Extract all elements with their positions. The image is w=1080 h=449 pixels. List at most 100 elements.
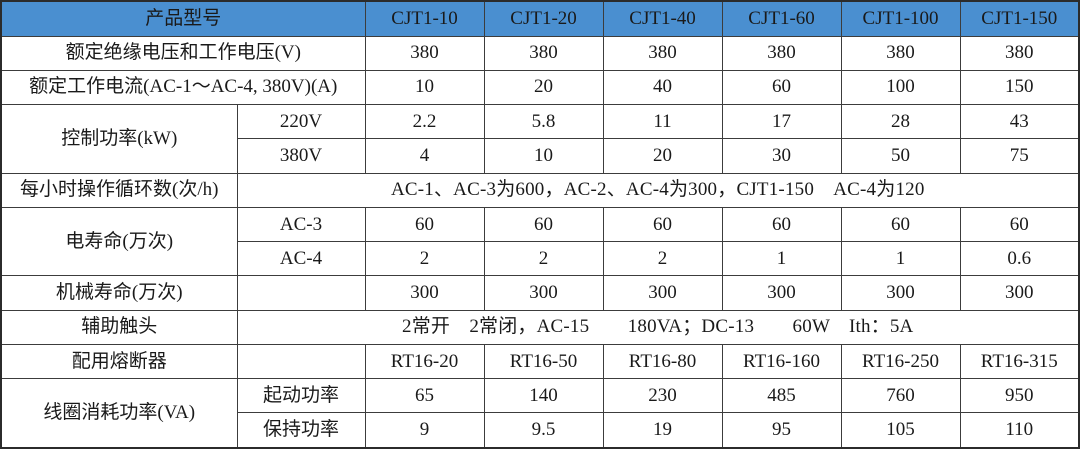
- table-row-mechanical-life: 机械寿命(万次) 300 300 300 300 300 300: [0, 275, 1080, 311]
- row-label-control-power: 控制功率(kW): [0, 104, 238, 174]
- cell-mechanical-life-5: 300: [959, 275, 1080, 311]
- cell-rated-voltage-5: 380: [959, 35, 1080, 71]
- table-row-coil-power-starting: 线圈消耗功率(VA) 起动功率 65 140 230 485 760 950: [0, 378, 1080, 449]
- cell-coil-power-starting-5: 950: [959, 378, 1080, 414]
- cell-mechanical-life-4: 300: [840, 275, 961, 311]
- cell-control-power-220v-4: 28: [840, 104, 961, 140]
- cell-control-power-220v-3: 17: [721, 104, 842, 140]
- table-row-auxiliary-contacts: 辅助触头 2常开 2常闭，AC-15 180VA；DC-13 60W Ith：5…: [0, 309, 1080, 345]
- cell-rated-voltage-0: 380: [364, 35, 485, 71]
- table-row-coil-power-holding: 保持功率 9 9.5 19 95 105 110: [1, 412, 1080, 449]
- cell-electrical-life-ac4-3: 1: [721, 241, 842, 277]
- sub-label-coil-power-starting: 起动功率: [236, 378, 366, 414]
- row-label-operating-cycles: 每小时操作循环数(次/h): [0, 172, 238, 208]
- cell-coil-power-starting-2: 230: [602, 378, 723, 414]
- cell-coil-power-starting-4: 760: [840, 378, 961, 414]
- cell-rated-current-3: 60: [721, 69, 842, 106]
- row-label-auxiliary-contacts: 辅助触头: [0, 309, 238, 345]
- cell-coil-power-starting-1: 140: [483, 378, 604, 414]
- row-label-mechanical-life: 机械寿命(万次): [0, 275, 238, 311]
- cell-rated-current-2: 40: [602, 69, 723, 106]
- header-model-cjt1-40: CJT1-40: [602, 0, 723, 37]
- cell-rated-voltage-4: 380: [840, 35, 961, 71]
- sub-label-control-power-380v: 380V: [236, 138, 366, 174]
- table-row-operating-cycles: 每小时操作循环数(次/h) AC-1、AC-3为600，AC-2、AC-4为30…: [0, 172, 1080, 208]
- cell-control-power-220v-5: 43: [959, 104, 1080, 140]
- cell-control-power-220v-2: 11: [602, 104, 723, 140]
- cell-electrical-life-ac4-5: 0.6: [959, 241, 1080, 277]
- cell-coil-power-holding-4: 105: [840, 412, 961, 449]
- sub-label-mechanical-life-empty: [236, 275, 366, 311]
- cell-control-power-380v-1: 10: [483, 138, 604, 174]
- header-model-cjt1-100: CJT1-100: [840, 0, 961, 37]
- cell-electrical-life-ac3-0: 60: [364, 206, 485, 243]
- cell-rated-current-5: 150: [959, 69, 1080, 106]
- sub-label-electrical-life-ac4: AC-4: [236, 241, 366, 277]
- cell-matched-fuse-0: RT16-20: [364, 343, 485, 380]
- table-row-control-power-220v: 控制功率(kW) 220V 2.2 5.8 11 17 28 43: [0, 104, 1080, 174]
- table-row-rated-current: 额定工作电流(AC-1～AC-4, 380V)(A) 10 20 40 60 1…: [0, 69, 1080, 106]
- header-model-cjt1-150: CJT1-150: [959, 0, 1080, 37]
- cell-rated-current-1: 20: [483, 69, 604, 106]
- sub-label-control-power-220v: 220V: [236, 104, 366, 140]
- cell-rated-voltage-2: 380: [602, 35, 723, 71]
- header-model-cjt1-10: CJT1-10: [364, 0, 485, 37]
- cell-matched-fuse-5: RT16-315: [959, 343, 1080, 380]
- cell-control-power-220v-1: 5.8: [483, 104, 604, 140]
- cell-electrical-life-ac4-2: 2: [602, 241, 723, 277]
- cell-coil-power-holding-0: 9: [364, 412, 485, 449]
- table-row-rated-voltage: 额定绝缘电压和工作电压(V) 380 380 380 380 380 380: [0, 35, 1080, 71]
- cell-control-power-380v-5: 75: [959, 138, 1080, 174]
- sub-label-electrical-life-ac3: AC-3: [236, 206, 366, 243]
- cell-rated-current-4: 100: [840, 69, 961, 106]
- sub-label-coil-power-holding: 保持功率: [236, 412, 366, 449]
- row-label-matched-fuse: 配用熔断器: [0, 343, 238, 380]
- cell-mechanical-life-2: 300: [602, 275, 723, 311]
- cell-rated-current-0: 10: [364, 69, 485, 106]
- row-label-rated-voltage: 额定绝缘电压和工作电压(V): [0, 35, 366, 71]
- cell-electrical-life-ac4-1: 2: [483, 241, 604, 277]
- cell-coil-power-holding-3: 95: [721, 412, 842, 449]
- row-label-rated-current: 额定工作电流(AC-1～AC-4, 380V)(A): [0, 69, 366, 106]
- cell-matched-fuse-1: RT16-50: [483, 343, 604, 380]
- cell-matched-fuse-4: RT16-250: [840, 343, 961, 380]
- cell-control-power-220v-0: 2.2: [364, 104, 485, 140]
- table-row-matched-fuse: 配用熔断器 RT16-20 RT16-50 RT16-80 RT16-160 R…: [0, 343, 1080, 380]
- cell-rated-voltage-1: 380: [483, 35, 604, 71]
- row-label-coil-power: 线圈消耗功率(VA): [0, 378, 238, 449]
- header-model-cjt1-20: CJT1-20: [483, 0, 604, 37]
- sub-label-matched-fuse-empty: [236, 343, 366, 380]
- cell-operating-cycles-note: AC-1、AC-3为600，AC-2、AC-4为300，CJT1-150 AC-…: [236, 172, 1080, 208]
- cell-electrical-life-ac3-1: 60: [483, 206, 604, 243]
- cell-mechanical-life-0: 300: [364, 275, 485, 311]
- cell-coil-power-holding-1: 9.5: [483, 412, 604, 449]
- cell-control-power-380v-0: 4: [364, 138, 485, 174]
- cell-matched-fuse-2: RT16-80: [602, 343, 723, 380]
- table-row-electrical-life-ac4: AC-4 2 2 2 1 1 0.6: [1, 241, 1080, 277]
- cell-mechanical-life-3: 300: [721, 275, 842, 311]
- cell-coil-power-starting-0: 65: [364, 378, 485, 414]
- cell-coil-power-holding-5: 110: [959, 412, 1080, 449]
- cell-electrical-life-ac3-2: 60: [602, 206, 723, 243]
- cell-electrical-life-ac3-5: 60: [959, 206, 1080, 243]
- cell-control-power-380v-4: 50: [840, 138, 961, 174]
- row-label-electrical-life: 电寿命(万次): [0, 206, 238, 277]
- header-title: 产品型号: [0, 0, 366, 37]
- cell-coil-power-starting-3: 485: [721, 378, 842, 414]
- cell-electrical-life-ac3-3: 60: [721, 206, 842, 243]
- table-row-control-power-380v: 380V 4 10 20 30 50 75: [1, 138, 1080, 174]
- cell-mechanical-life-1: 300: [483, 275, 604, 311]
- cell-auxiliary-contacts-note: 2常开 2常闭，AC-15 180VA；DC-13 60W Ith：5A: [236, 309, 1080, 345]
- cell-control-power-380v-2: 20: [602, 138, 723, 174]
- cell-matched-fuse-3: RT16-160: [721, 343, 842, 380]
- table-header-row: 产品型号 CJT1-10 CJT1-20 CJT1-40 CJT1-60 CJT…: [0, 0, 1080, 37]
- cell-control-power-380v-3: 30: [721, 138, 842, 174]
- cell-electrical-life-ac4-4: 1: [840, 241, 961, 277]
- cell-rated-voltage-3: 380: [721, 35, 842, 71]
- header-model-cjt1-60: CJT1-60: [721, 0, 842, 37]
- cell-electrical-life-ac4-0: 2: [364, 241, 485, 277]
- cell-electrical-life-ac3-4: 60: [840, 206, 961, 243]
- table-row-electrical-life-ac3: 电寿命(万次) AC-3 60 60 60 60 60 60: [0, 206, 1080, 277]
- cell-coil-power-holding-2: 19: [602, 412, 723, 449]
